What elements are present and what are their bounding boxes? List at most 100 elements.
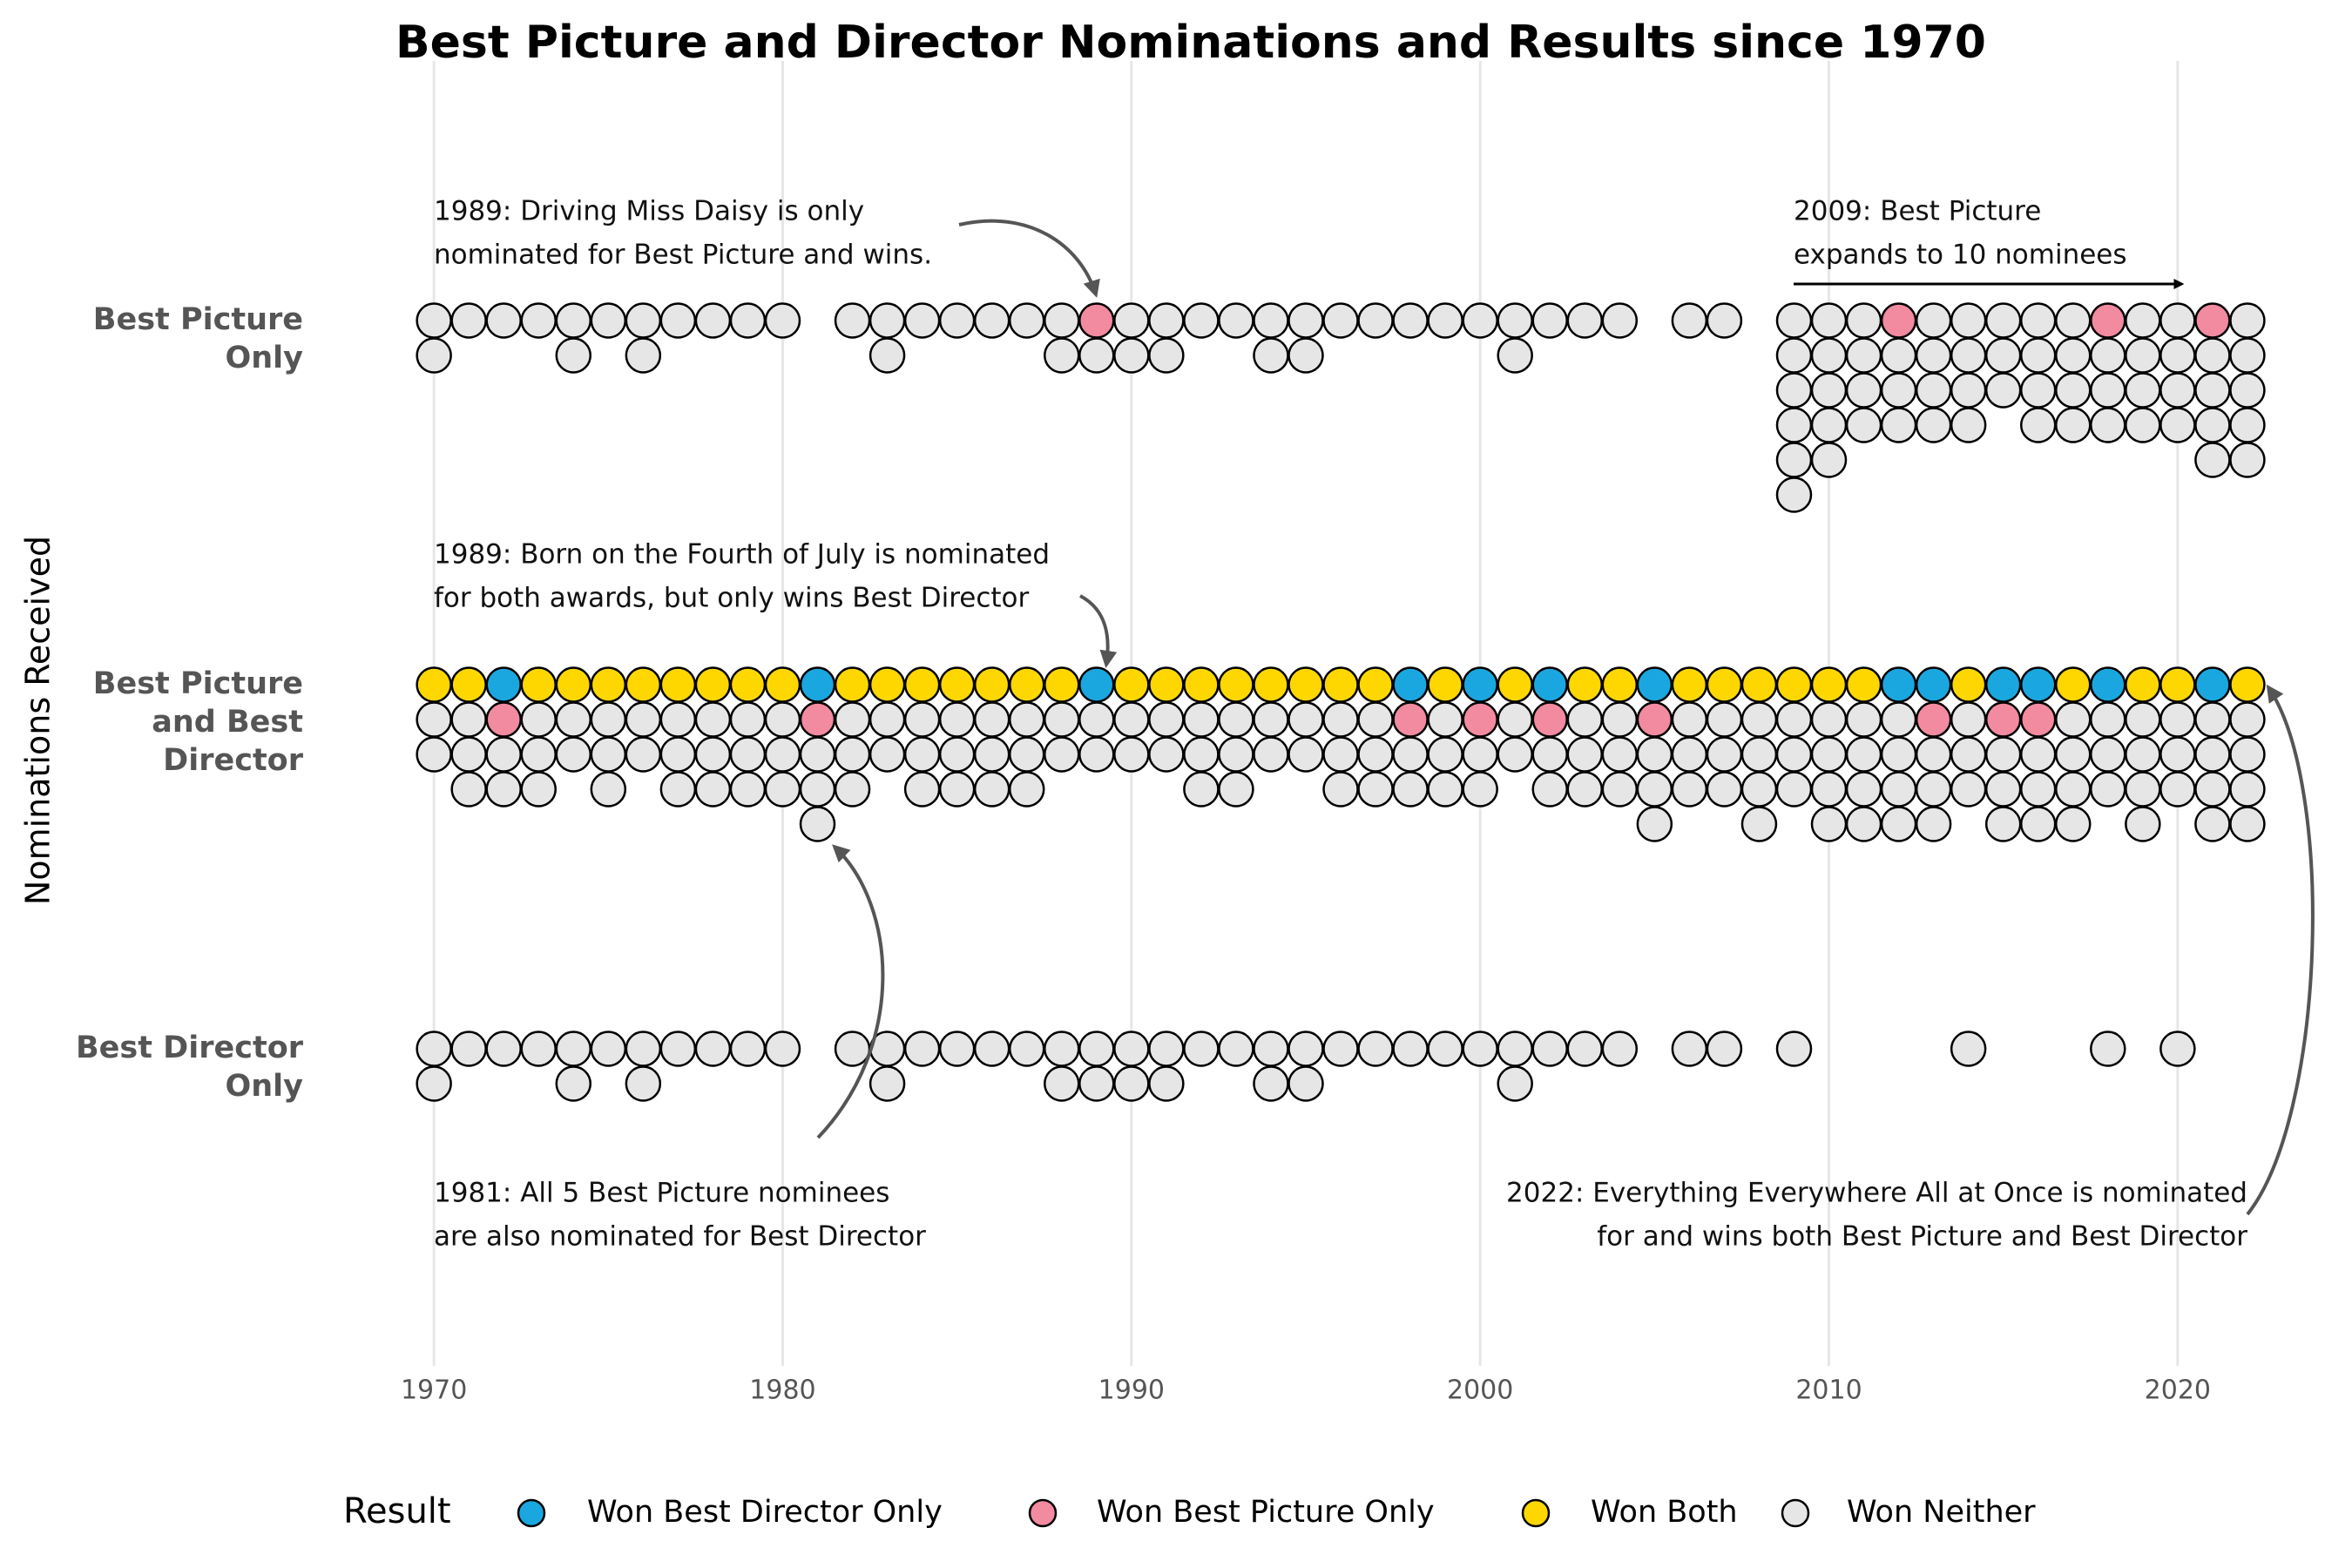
dot <box>1044 1031 1080 1067</box>
dot <box>973 666 1010 703</box>
dot <box>1984 372 2022 409</box>
dot <box>729 736 767 773</box>
dot <box>834 1031 871 1067</box>
dot <box>1148 302 1185 339</box>
dot <box>938 302 976 339</box>
dot <box>1253 337 1289 374</box>
dot <box>2125 771 2161 808</box>
dot <box>1044 666 1080 703</box>
dot <box>868 302 906 339</box>
dot <box>2090 736 2126 773</box>
dot <box>1531 666 1568 703</box>
annotations: 1989: Driving Miss Daisy is only nominate… <box>434 196 2247 1253</box>
dot <box>450 736 487 773</box>
dot <box>2194 736 2231 773</box>
dot <box>1950 666 1987 703</box>
dot <box>1357 736 1394 773</box>
dot <box>729 1031 767 1067</box>
dot <box>1044 302 1080 339</box>
dot <box>764 666 801 703</box>
dot <box>1671 1031 1708 1067</box>
annotation: for and wins both Best Picture and Best … <box>1597 1221 2247 1253</box>
dot <box>1288 701 1324 738</box>
dot <box>2229 701 2266 738</box>
dot <box>2125 666 2161 703</box>
dot <box>1880 771 1917 808</box>
dot <box>1392 736 1429 773</box>
dot <box>1740 771 1778 808</box>
dot <box>1601 736 1639 773</box>
dot <box>2125 736 2161 773</box>
dot <box>1984 302 2022 339</box>
dot <box>1950 407 1987 443</box>
annotation-arrow <box>816 844 885 1139</box>
dot <box>1566 736 1604 773</box>
dot <box>1288 302 1324 339</box>
dot <box>1253 736 1289 773</box>
dot <box>1880 666 1917 703</box>
dot <box>2125 302 2161 339</box>
dot <box>1984 337 2022 374</box>
dot <box>903 771 941 808</box>
dot <box>1950 302 1987 339</box>
dot <box>2159 372 2196 409</box>
dot <box>2229 337 2266 374</box>
dot <box>1078 302 1115 339</box>
dot <box>1148 1031 1185 1067</box>
dot <box>2159 1031 2196 1067</box>
dot <box>2194 771 2231 808</box>
dot <box>694 736 732 773</box>
dot <box>1288 736 1324 773</box>
dot <box>764 771 801 808</box>
annotation: 2022: Everything Everywhere All at Once … <box>1506 1178 2247 1209</box>
dot <box>1984 701 2022 738</box>
dot <box>1915 736 1952 773</box>
dot <box>416 736 452 773</box>
dot <box>520 701 557 738</box>
dot <box>764 736 801 773</box>
dot <box>1601 666 1639 703</box>
dot <box>834 771 871 808</box>
dot <box>1497 1065 1533 1102</box>
dot <box>1915 302 1952 339</box>
dot <box>1322 302 1359 339</box>
dot <box>450 771 487 808</box>
dot <box>1636 666 1673 703</box>
dot <box>2159 701 2196 738</box>
dot <box>450 302 487 339</box>
x-tick-label: 1990 <box>1098 1375 1165 1406</box>
dot <box>590 701 627 738</box>
dot <box>694 302 732 339</box>
dot <box>555 1031 592 1067</box>
dot <box>625 1065 662 1102</box>
dot <box>659 771 697 808</box>
dot <box>1566 666 1604 703</box>
dot <box>1183 771 1220 808</box>
dot <box>1008 701 1045 738</box>
group-label-line: Best Director <box>76 1031 304 1065</box>
dot <box>868 736 906 773</box>
dot <box>1775 372 1813 409</box>
dot <box>1566 1031 1604 1067</box>
group-label: Best Picture and Best Director <box>93 666 304 778</box>
dot <box>520 666 557 703</box>
legend-swatch <box>517 1498 546 1528</box>
dot <box>1601 302 1639 339</box>
dot <box>2159 337 2196 374</box>
dot <box>903 1031 941 1067</box>
dot <box>1566 701 1604 738</box>
dot <box>2090 666 2126 703</box>
dot <box>1357 666 1394 703</box>
dot <box>729 701 767 738</box>
dot <box>2055 666 2092 703</box>
dot <box>625 1031 662 1067</box>
dot <box>2055 736 2092 773</box>
grid: 1970 1980 1990 2000 2010 2020 <box>401 61 2211 1406</box>
dot <box>938 736 976 773</box>
dot <box>1427 1031 1463 1067</box>
dot <box>1462 302 1498 339</box>
dot <box>555 1065 592 1102</box>
dot <box>1775 337 1813 374</box>
dot <box>2194 701 2231 738</box>
dot <box>1845 337 1882 374</box>
